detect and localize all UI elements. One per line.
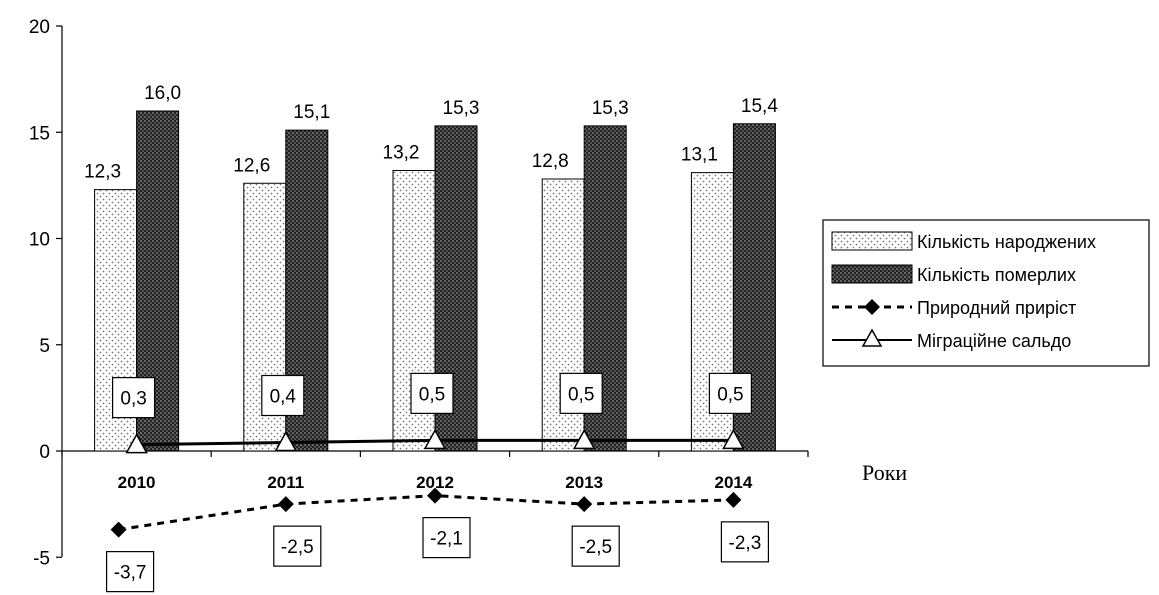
bar-data-label: 15,1: [293, 102, 330, 123]
y-ticks: -5 0 5 10 15 20: [29, 17, 62, 569]
natural-increase-marker: [277, 496, 294, 513]
y-tick-label: 15: [29, 123, 50, 144]
migration-balance-label-box: [559, 372, 603, 414]
legend-swatch: [831, 231, 913, 251]
x-tick-label: 2014: [714, 473, 752, 492]
y-tick-label: 10: [29, 230, 50, 251]
migration-balance-data-label: 0,5: [568, 384, 594, 405]
migration-balance-marker: [125, 433, 148, 454]
migration-balance-data-label: 0,4: [270, 387, 297, 408]
natural-increase-label-box: [273, 525, 322, 567]
legend-label: Кількість померлих: [917, 265, 1076, 285]
y-axis: -5 0 5 10 15 20: [29, 17, 63, 569]
bar-data-label: 15,3: [592, 98, 629, 119]
bar-data-label: 12,8: [532, 151, 569, 172]
y-tick-label: 5: [39, 336, 50, 357]
migration-balance-marker: [274, 430, 298, 452]
x-ticks: 2010 2011 2012 2013 2014: [61, 451, 809, 492]
natural-increase-label-box: [720, 521, 770, 563]
y-tick-label: -5: [33, 548, 50, 569]
natural-increase-data-label: -2,5: [579, 537, 612, 558]
x-axis-title: Роки: [862, 460, 907, 485]
bar-data-label: 15,4: [741, 96, 778, 117]
migration-balance-marker: [423, 428, 447, 450]
migration-balance-label-box: [111, 377, 156, 419]
x-axis: 2010 2011 2012 2013 2014 Роки: [61, 450, 907, 492]
bar-data-label: 15,3: [443, 98, 480, 119]
lines: [110, 428, 745, 538]
migration-balance-data-label: 0,5: [419, 384, 445, 405]
bar-data-label: 13,2: [383, 143, 420, 164]
x-tick-label: 2010: [118, 473, 156, 492]
migration-balance-data-label: 0,5: [717, 384, 743, 405]
natural-increase-marker: [427, 487, 443, 504]
migration-balance-marker: [722, 428, 745, 450]
migration-balance-label-box: [708, 372, 753, 414]
natural-increase-label-box: [105, 551, 155, 593]
data-labels: 12,3 12,6 13,2 12,8 13,1 16,0 15,1 15,3 15,3 15,4…: [84, 83, 778, 593]
natural-increase-data-label: -2,3: [729, 533, 762, 554]
legend-marker: [861, 328, 883, 347]
bar-data-label: 16,0: [144, 83, 181, 104]
bar-data-label: 13,1: [681, 145, 718, 166]
natural-increase-data-label: -2,1: [430, 529, 463, 550]
bar-data-label: 12,6: [233, 155, 270, 176]
legend-label: Міграційне сальдо: [917, 331, 1071, 351]
natural-increase-data-label: -3,7: [114, 563, 147, 584]
legend-swatch: [831, 264, 913, 284]
migration-balance-label-box: [261, 374, 305, 417]
natural-increase-label-box: [571, 525, 620, 567]
natural-increase-marker: [576, 496, 593, 513]
legend: Кількість народжених Кількість померлих Пр…: [822, 219, 1150, 367]
bar: [285, 129, 329, 452]
natural-increase-data-label: -2,5: [281, 537, 314, 558]
x-tick-label: 2012: [416, 473, 454, 492]
x-tick-label: 2013: [565, 473, 603, 492]
natural-increase-marker: [725, 491, 742, 508]
migration-balance-data-label: 0,3: [120, 389, 146, 410]
bar-data-label: 12,3: [84, 162, 121, 183]
migration-balance-label-box: [410, 372, 454, 414]
natural-increase-marker: [110, 521, 127, 538]
y-tick-label: 0: [39, 442, 50, 463]
y-tick-label: 20: [29, 17, 50, 38]
legend-marker: [864, 299, 880, 315]
migration-balance-marker: [572, 428, 596, 450]
legend-label: Природний приріст: [917, 298, 1076, 318]
x-tick-label: 2011: [267, 473, 304, 492]
legend-label: Кількість народжених: [917, 232, 1096, 252]
natural-increase-label-box: [422, 517, 471, 559]
